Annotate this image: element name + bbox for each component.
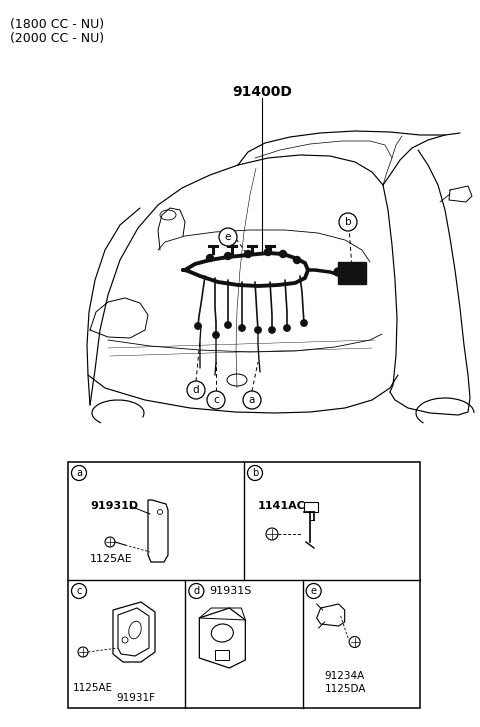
Text: 91234A: 91234A — [324, 671, 365, 681]
Circle shape — [334, 268, 342, 276]
Text: 91931F: 91931F — [116, 693, 155, 703]
Text: 91931D: 91931D — [90, 501, 138, 511]
Bar — [68, 462, 420, 708]
Text: d: d — [192, 385, 199, 395]
Text: (2000 CC - NU): (2000 CC - NU) — [10, 32, 104, 45]
Circle shape — [219, 228, 237, 246]
Circle shape — [264, 249, 272, 255]
Circle shape — [225, 252, 231, 260]
Text: c: c — [213, 395, 219, 405]
Text: b: b — [345, 217, 351, 227]
FancyBboxPatch shape — [338, 262, 366, 284]
Circle shape — [279, 251, 287, 257]
Circle shape — [207, 391, 225, 409]
Circle shape — [243, 391, 261, 409]
Circle shape — [206, 254, 214, 262]
Circle shape — [255, 327, 261, 333]
Circle shape — [225, 322, 231, 328]
Text: a: a — [249, 395, 255, 405]
Text: e: e — [225, 232, 231, 242]
Text: 91400D: 91400D — [232, 85, 292, 99]
Text: d: d — [193, 586, 199, 596]
Circle shape — [72, 584, 86, 598]
Text: c: c — [76, 586, 82, 596]
Circle shape — [189, 584, 204, 598]
Circle shape — [284, 325, 290, 332]
Text: 1125AE: 1125AE — [90, 554, 133, 564]
Circle shape — [239, 325, 245, 332]
Text: e: e — [311, 586, 317, 596]
Text: 1141AC: 1141AC — [258, 501, 306, 511]
Text: 91931S: 91931S — [209, 586, 252, 596]
Circle shape — [195, 323, 201, 329]
Circle shape — [293, 257, 300, 263]
Circle shape — [301, 320, 307, 326]
Text: b: b — [252, 468, 258, 478]
Circle shape — [248, 465, 263, 481]
Circle shape — [187, 381, 205, 399]
Text: (1800 CC - NU): (1800 CC - NU) — [10, 18, 104, 31]
Circle shape — [269, 327, 275, 333]
Text: 1125DA: 1125DA — [324, 684, 366, 694]
Circle shape — [72, 465, 86, 481]
Circle shape — [339, 213, 357, 231]
Circle shape — [213, 332, 219, 338]
Circle shape — [244, 251, 252, 257]
Bar — [216, 650, 229, 660]
Text: a: a — [76, 468, 82, 478]
Circle shape — [306, 584, 321, 598]
Text: 1125AE: 1125AE — [73, 683, 113, 693]
